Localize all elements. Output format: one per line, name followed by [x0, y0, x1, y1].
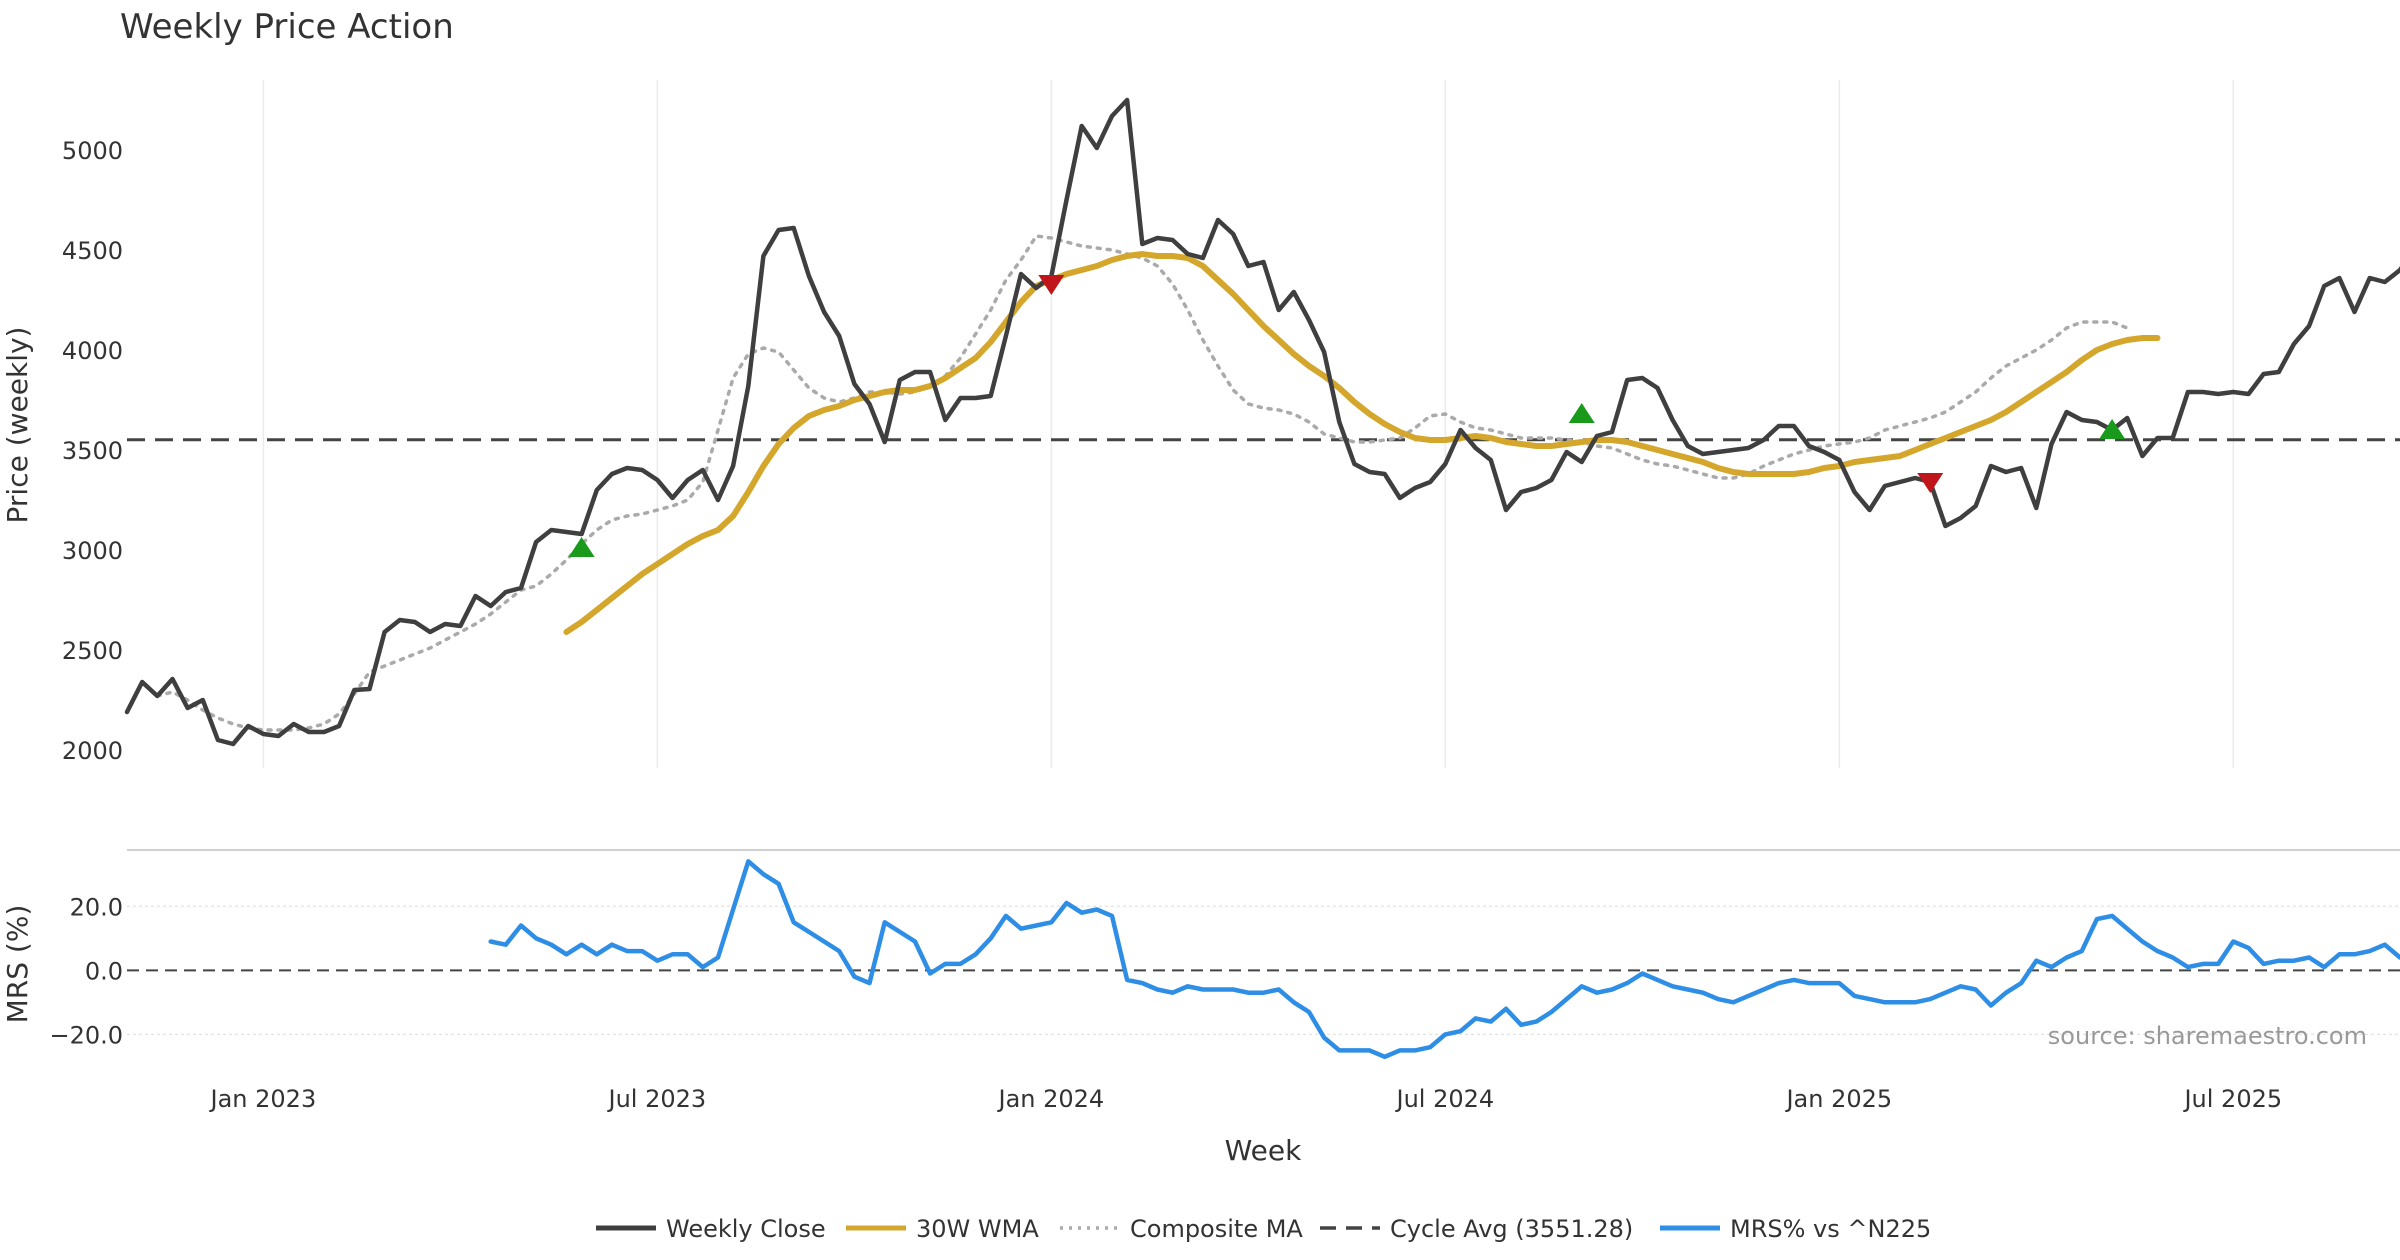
x-tick-label: Jan 2024 [997, 1085, 1105, 1113]
mrs-y-axis-label: MRS (%) [1, 905, 34, 1024]
main-y-tick-label: 5000 [62, 137, 123, 165]
x-tick-label: Jan 2023 [209, 1085, 317, 1113]
weekly-close-line [124, 97, 2400, 747]
mrs-line [488, 859, 2400, 1060]
mrs-gridlines [127, 905, 2400, 1035]
x-tick-labels: Jan 2023 Jul 2023 Jan 2024 Jul 2024 Jan 2025… [209, 1085, 2283, 1113]
main-gridlines [262, 80, 2235, 768]
main-y-tick-label: 2000 [62, 737, 123, 765]
sell-signal-marker [1038, 275, 1065, 295]
main-series-group [124, 97, 2400, 747]
source-note: source: sharemaestro.com [2048, 1022, 2367, 1050]
x-tick-label: Jul 2024 [1395, 1085, 1495, 1113]
x-tick-label: Jan 2025 [1784, 1085, 1892, 1113]
main-y-tick-label: 3500 [62, 437, 123, 465]
wma-30w-line [563, 251, 2161, 635]
x-axis-label: Week [1225, 1134, 1302, 1167]
mrs-y-tick-label: 20.0 [70, 893, 123, 921]
main-y-axis-label: Price (weekly) [1, 327, 34, 524]
mrs-y-tick-label: 0.0 [85, 957, 123, 985]
legend-label: Weekly Close [666, 1215, 826, 1243]
legend: Weekly Close 30W WMA Composite MA Cycle Avg… [596, 1215, 1931, 1243]
legend-label: Cycle Avg (3551.28) [1390, 1215, 1633, 1243]
legend-label: 30W WMA [916, 1215, 1039, 1243]
main-y-tick-labels: 2000 2500 3000 3500 4000 4500 5000 [62, 137, 123, 765]
buy-signal-marker [2099, 419, 2126, 439]
legend-label: MRS% vs ^N225 [1730, 1215, 1931, 1243]
legend-label: Composite MA [1130, 1215, 1303, 1243]
main-y-tick-label: 4000 [62, 337, 123, 365]
signal-markers [568, 275, 2126, 557]
main-y-tick-label: 4500 [62, 237, 123, 265]
x-tick-label: Jul 2025 [2182, 1085, 2282, 1113]
main-y-tick-label: 2500 [62, 637, 123, 665]
main-y-tick-label: 3000 [62, 537, 123, 565]
x-tick-label: Jul 2023 [607, 1085, 707, 1113]
mrs-series-group [488, 859, 2400, 1060]
chart-title: Weekly Price Action [120, 7, 454, 47]
composite-ma-line [155, 234, 2129, 732]
sell-signal-marker [1917, 473, 1944, 493]
mrs-y-tick-label: −20.0 [49, 1021, 123, 1049]
mrs-y-tick-labels: 20.0 0.0 −20.0 [49, 893, 123, 1049]
buy-signal-marker [568, 537, 595, 557]
buy-signal-marker [1568, 403, 1595, 423]
